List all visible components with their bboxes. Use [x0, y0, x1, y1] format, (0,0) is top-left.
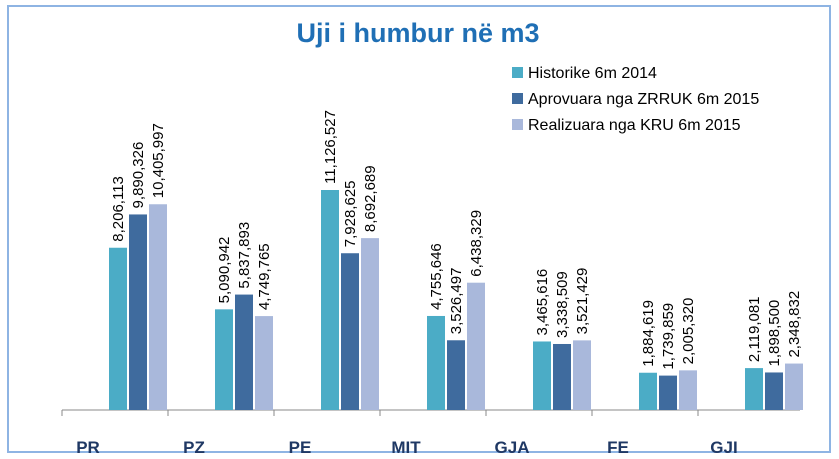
- legend-swatch: [512, 119, 523, 130]
- bar: [321, 190, 339, 410]
- bar: [639, 372, 657, 410]
- data-label: 2,348,832: [786, 291, 803, 358]
- legend-label: Aprovuara nga ZRRUK 6m 2015: [528, 91, 759, 108]
- x-tick-label: FE: [607, 438, 629, 457]
- data-label: 7,928,625: [342, 180, 359, 247]
- bar: [129, 214, 147, 410]
- bar: [447, 340, 465, 410]
- bar: [659, 375, 677, 410]
- data-label: 8,692,689: [362, 165, 379, 232]
- data-label: 3,526,497: [448, 268, 465, 335]
- bar: [533, 341, 551, 410]
- data-label: 1,739,859: [660, 303, 677, 370]
- data-label: 4,755,646: [428, 243, 445, 310]
- bar: [255, 316, 273, 410]
- legend-swatch: [512, 67, 523, 78]
- x-tick-label: GJI: [710, 438, 737, 457]
- bar: [361, 238, 379, 410]
- x-tick-label: PE: [289, 438, 312, 457]
- bar: [765, 372, 783, 410]
- legend-label: Realizuara nga KRU 6m 2015: [528, 117, 741, 134]
- data-label: 1,884,619: [640, 300, 657, 367]
- x-tick-label: GJA: [495, 438, 530, 457]
- chart-title: Uji i humbur në m3: [296, 18, 539, 48]
- data-label: 2,005,320: [680, 298, 697, 365]
- x-tick-label: MIT: [391, 438, 421, 457]
- data-label: 5,090,942: [216, 237, 233, 304]
- data-label: 3,465,616: [534, 269, 551, 336]
- data-label: 8,206,113: [110, 176, 127, 242]
- bar: [573, 340, 591, 410]
- bar: [785, 363, 803, 410]
- legend-swatch: [512, 93, 523, 104]
- bar: [215, 309, 233, 410]
- bar: [341, 253, 359, 410]
- x-tick-label: PZ: [183, 438, 205, 457]
- data-label: 3,338,509: [554, 271, 571, 338]
- data-label: 5,837,893: [236, 222, 253, 289]
- bar: [679, 370, 697, 410]
- data-label: 9,890,326: [130, 142, 147, 209]
- data-label: 4,749,765: [256, 243, 273, 310]
- bar: [235, 294, 253, 410]
- bar: [149, 204, 167, 410]
- data-label: 6,438,329: [468, 210, 485, 277]
- bar: [427, 315, 445, 410]
- legend-label: Historike 6m 2014: [528, 65, 657, 82]
- data-label: 11,126,527: [322, 110, 339, 184]
- data-label: 3,521,429: [574, 268, 591, 335]
- data-label: 10,405,997: [150, 123, 167, 198]
- bar: [467, 282, 485, 410]
- data-label: 2,119,081: [746, 296, 763, 362]
- data-label: 1,898,500: [766, 300, 783, 367]
- bar: [553, 343, 571, 410]
- bar: [109, 247, 127, 410]
- bar: [745, 368, 763, 410]
- x-tick-label: PR: [76, 438, 100, 457]
